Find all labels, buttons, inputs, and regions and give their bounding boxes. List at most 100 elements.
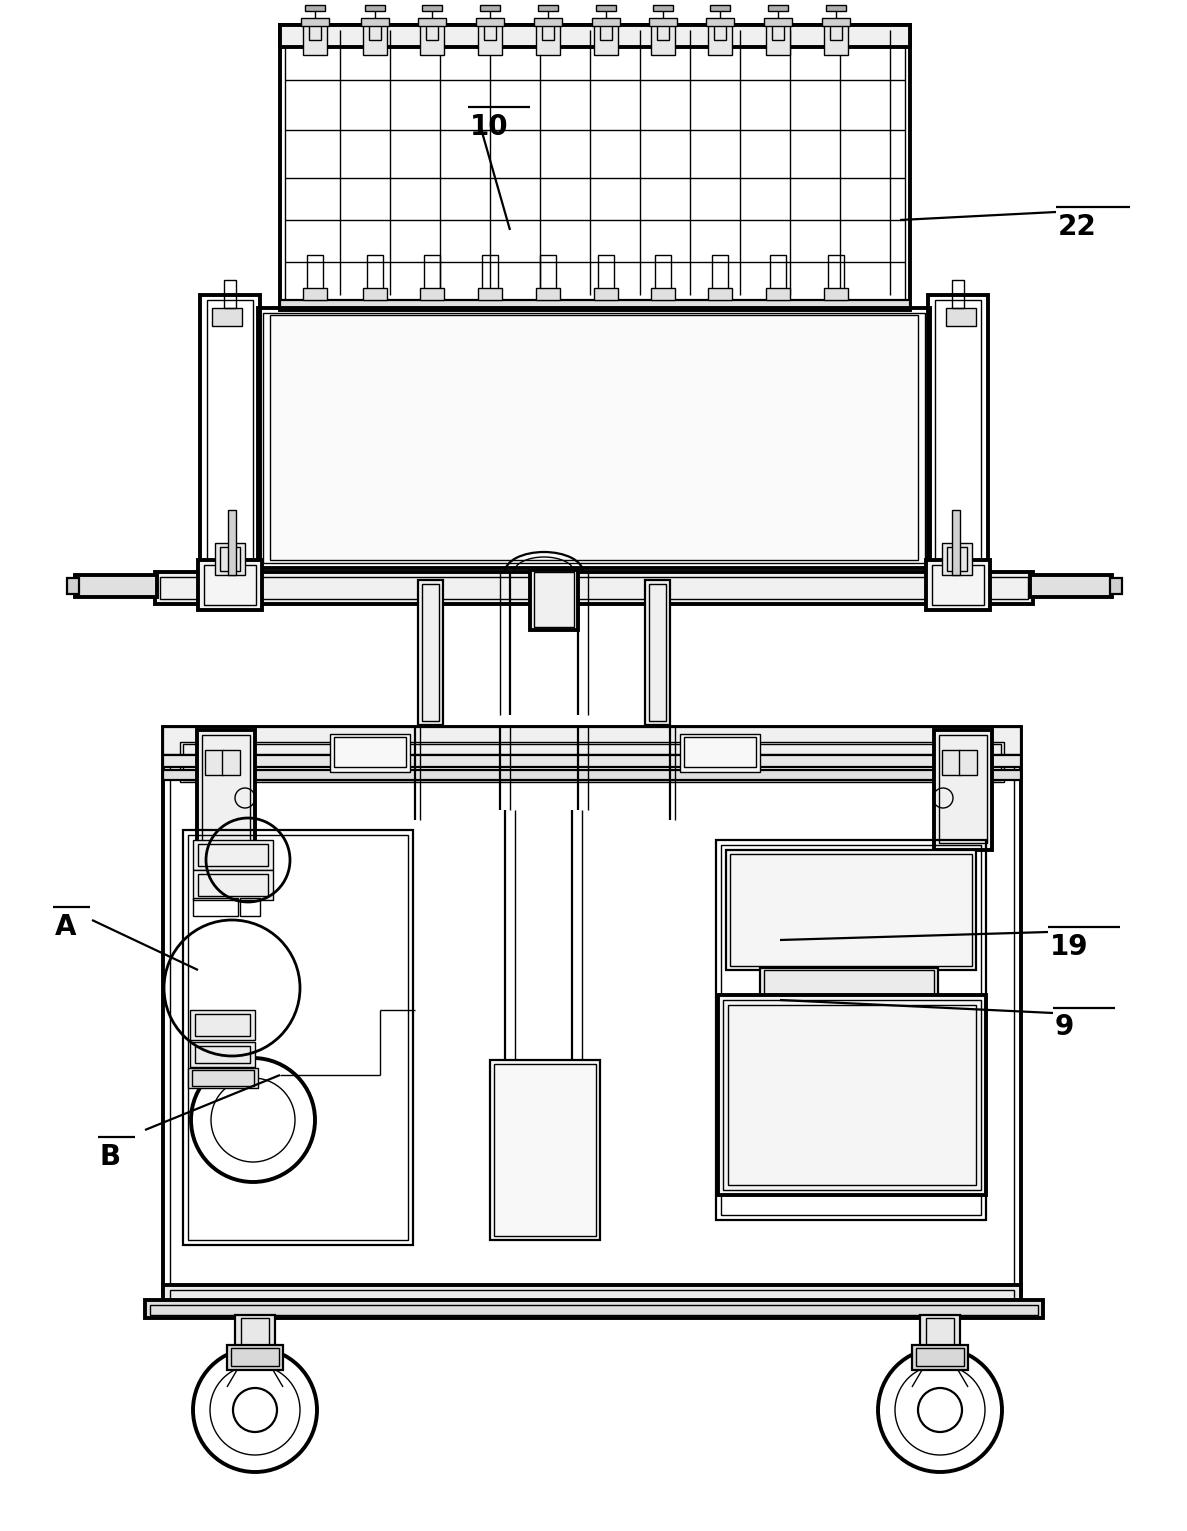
Bar	[649, 583, 666, 721]
Bar	[653, 5, 673, 11]
Bar	[258, 308, 929, 568]
Bar	[240, 899, 260, 916]
Bar	[195, 1046, 250, 1063]
Bar	[594, 288, 618, 300]
Bar	[361, 18, 389, 26]
Bar	[478, 24, 502, 55]
Bar	[712, 256, 728, 289]
Bar	[730, 854, 972, 966]
Bar	[824, 24, 848, 55]
Bar	[537, 24, 560, 55]
Bar	[363, 24, 387, 55]
Bar	[418, 580, 443, 726]
Bar	[369, 24, 381, 40]
Bar	[170, 733, 1014, 1285]
Bar	[766, 288, 791, 300]
Bar	[307, 256, 323, 289]
Bar	[285, 31, 904, 305]
Bar	[768, 5, 788, 11]
Bar	[224, 280, 236, 308]
Bar	[947, 547, 967, 571]
Bar	[145, 1300, 1043, 1318]
Bar	[540, 256, 556, 289]
Bar	[183, 830, 413, 1245]
Bar	[490, 1059, 599, 1240]
Bar	[228, 510, 236, 576]
Bar	[826, 5, 846, 11]
Bar	[655, 256, 671, 289]
Bar	[212, 308, 242, 326]
Bar	[163, 1285, 1021, 1314]
Text: 9: 9	[1055, 1014, 1074, 1041]
Bar	[726, 850, 976, 971]
Bar	[939, 735, 988, 844]
Bar	[534, 18, 561, 26]
Bar	[650, 24, 675, 55]
Bar	[75, 576, 157, 597]
Bar	[707, 288, 732, 300]
Text: A: A	[55, 912, 76, 942]
Bar	[645, 580, 669, 726]
Bar	[772, 24, 783, 40]
Bar	[718, 995, 986, 1196]
Bar	[538, 5, 558, 11]
Bar	[220, 547, 240, 571]
Bar	[264, 312, 925, 563]
Bar	[707, 24, 732, 55]
Bar	[952, 510, 960, 576]
Bar	[494, 1064, 596, 1236]
Bar	[932, 565, 984, 605]
Bar	[706, 18, 734, 26]
Bar	[684, 736, 756, 767]
Bar	[309, 24, 320, 40]
Bar	[946, 308, 976, 326]
Bar	[195, 1014, 250, 1036]
Bar	[330, 733, 410, 772]
Bar	[418, 18, 446, 26]
Bar	[227, 1346, 283, 1370]
Bar	[241, 1318, 269, 1346]
Bar	[364, 5, 385, 11]
Bar	[598, 256, 614, 289]
Bar	[542, 24, 554, 40]
Bar	[198, 874, 268, 896]
Bar	[823, 18, 850, 26]
Bar	[728, 1004, 976, 1185]
Bar	[193, 841, 273, 870]
Bar	[183, 744, 1001, 779]
Bar	[215, 544, 245, 576]
Bar	[424, 256, 440, 289]
Bar	[170, 1291, 1014, 1307]
Bar	[198, 560, 262, 609]
Bar	[723, 1000, 980, 1190]
Bar	[596, 5, 616, 11]
Bar	[190, 1043, 255, 1067]
Bar	[959, 750, 977, 775]
Bar	[649, 18, 677, 26]
Bar	[205, 750, 223, 775]
Bar	[426, 24, 438, 40]
Bar	[592, 18, 620, 26]
Bar	[199, 295, 260, 576]
Bar	[163, 727, 1021, 1292]
Bar	[222, 750, 240, 775]
Bar	[912, 1346, 969, 1370]
Bar	[656, 24, 669, 40]
Bar	[952, 280, 964, 308]
Bar	[476, 18, 504, 26]
Bar	[531, 570, 578, 629]
Bar	[830, 24, 842, 40]
Bar	[204, 565, 256, 605]
Bar	[764, 971, 934, 994]
Bar	[202, 735, 250, 844]
Bar	[710, 5, 730, 11]
Bar	[305, 5, 325, 11]
Bar	[303, 288, 326, 300]
Text: 22: 22	[1058, 213, 1097, 240]
Bar	[766, 24, 791, 55]
Bar	[163, 755, 1021, 767]
Bar	[363, 288, 387, 300]
Bar	[926, 560, 990, 609]
Bar	[188, 1069, 258, 1089]
Bar	[163, 770, 1021, 779]
